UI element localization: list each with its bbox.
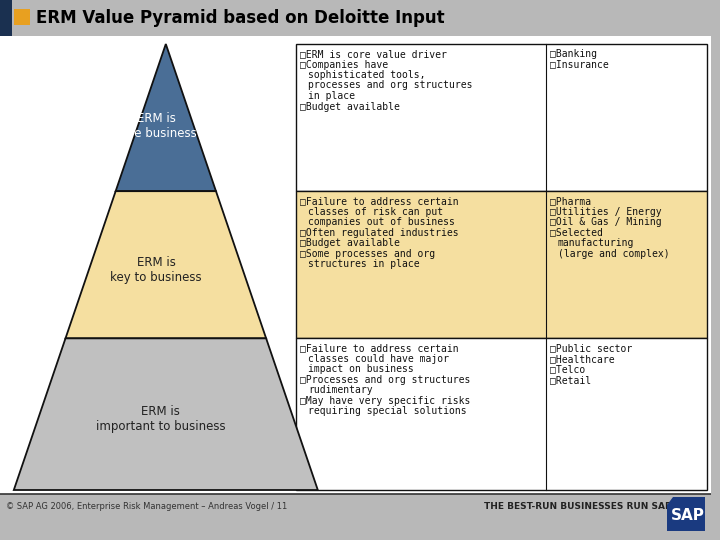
Text: classes of risk can put: classes of risk can put	[308, 207, 443, 217]
Text: SAP: SAP	[671, 509, 705, 523]
Text: □Failure to address certain: □Failure to address certain	[300, 196, 459, 206]
Text: □Banking: □Banking	[550, 49, 597, 59]
Text: processes and org structures: processes and org structures	[308, 80, 472, 91]
Bar	[296, 339, 706, 490]
Text: ERM is
key to business: ERM is key to business	[110, 256, 202, 284]
Text: rudimentary: rudimentary	[308, 386, 372, 395]
Text: □Budget available: □Budget available	[300, 102, 400, 111]
Text: □Companies have: □Companies have	[300, 59, 388, 70]
Text: □Retail: □Retail	[550, 375, 591, 385]
Text: □Budget available: □Budget available	[300, 238, 400, 248]
Bar	[0, 0, 12, 36]
Text: □Public sector: □Public sector	[550, 343, 632, 353]
Polygon shape	[66, 191, 266, 339]
Text: manufacturing: manufacturing	[558, 238, 634, 248]
Text: □Pharma: □Pharma	[550, 196, 591, 206]
Text: □Telco: □Telco	[550, 364, 585, 374]
Text: requiring special solutions: requiring special solutions	[308, 407, 467, 416]
Text: □Selected: □Selected	[550, 228, 603, 238]
Bar	[14, 9, 30, 25]
Text: □May have very specific risks: □May have very specific risks	[300, 396, 470, 406]
Polygon shape	[116, 44, 216, 191]
Bar	[0, 494, 711, 540]
Text: impact on business: impact on business	[308, 364, 414, 374]
Text: classes could have major: classes could have major	[308, 354, 449, 364]
Text: THE BEST-RUN BUSINESSES RUN SAP: THE BEST-RUN BUSINESSES RUN SAP	[484, 502, 671, 511]
Text: ERM is
core business: ERM is core business	[116, 112, 197, 140]
Text: in place: in place	[308, 91, 355, 101]
Text: □Oil & Gas / Mining: □Oil & Gas / Mining	[550, 217, 662, 227]
Text: ERM Value Pyramid based on Deloitte Input: ERM Value Pyramid based on Deloitte Inpu…	[35, 9, 444, 27]
Text: sophisticated tools,: sophisticated tools,	[308, 70, 426, 80]
Text: □ERM is core value driver: □ERM is core value driver	[300, 49, 447, 59]
Bar	[296, 191, 706, 339]
Text: ERM is
important to business: ERM is important to business	[96, 405, 225, 433]
Polygon shape	[667, 497, 705, 531]
Text: □Often regulated industries: □Often regulated industries	[300, 228, 459, 238]
Text: © SAP AG 2006, Enterprise Risk Management – Andreas Vogel / 11: © SAP AG 2006, Enterprise Risk Managemen…	[6, 502, 287, 511]
Bar	[0, 0, 711, 36]
Text: (large and complex): (large and complex)	[558, 249, 670, 259]
Text: structures in place: structures in place	[308, 259, 420, 269]
Text: □Utilities / Energy: □Utilities / Energy	[550, 207, 662, 217]
Text: □Processes and org structures: □Processes and org structures	[300, 375, 470, 385]
Bar	[296, 44, 706, 191]
Polygon shape	[14, 339, 318, 490]
Bar	[0, 36, 711, 494]
Text: □Insurance: □Insurance	[550, 59, 608, 70]
Text: □Some processes and org: □Some processes and org	[300, 249, 435, 259]
Text: □Failure to address certain: □Failure to address certain	[300, 343, 459, 353]
Text: □Healthcare: □Healthcare	[550, 354, 614, 364]
Text: companies out of business: companies out of business	[308, 217, 455, 227]
